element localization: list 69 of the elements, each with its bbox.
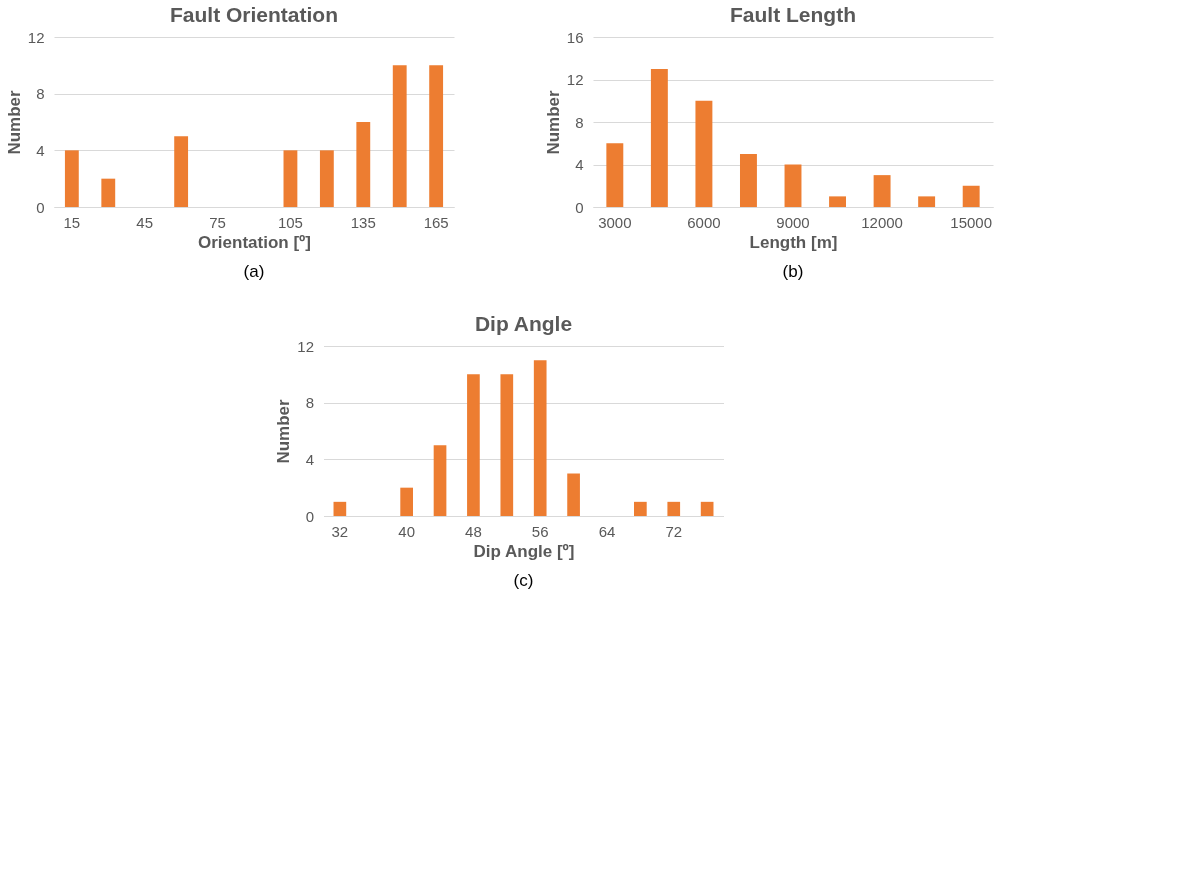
bar [962, 185, 980, 207]
x-tick-label: 135 [350, 213, 376, 231]
bar [101, 178, 116, 207]
chart-title: Fault Orientation [170, 3, 338, 26]
chart-title: Fault Length [730, 3, 856, 26]
bar [784, 164, 802, 207]
y-tick-label: 16 [566, 28, 584, 46]
x-tick-label: 45 [136, 213, 154, 231]
y-axis-title: Number [543, 90, 563, 155]
x-tick-label: 3000 [598, 213, 632, 231]
bar [174, 136, 189, 207]
x-tick-label: 72 [665, 522, 683, 540]
text: (a) [243, 262, 265, 281]
x-tick-label: 165 [423, 213, 449, 231]
y-tick-label: 4 [36, 141, 45, 159]
y-tick-label: 4 [305, 450, 314, 468]
y-tick-label: 0 [36, 198, 45, 216]
bar [567, 473, 580, 516]
bar [918, 196, 936, 207]
x-tick-label: 6000 [687, 213, 721, 231]
y-tick-label: 0 [575, 198, 584, 216]
chart-title: Dip Angle [474, 312, 573, 335]
y-tick-label: 8 [36, 85, 45, 103]
x-tick-label: 75 [209, 213, 226, 231]
x-tick-label: 105 [277, 213, 303, 231]
bar [400, 487, 413, 516]
x-tick-label: 56 [531, 522, 549, 540]
bar [873, 175, 891, 207]
bar [319, 150, 334, 207]
y-tick-label: 12 [297, 337, 314, 355]
bar [333, 501, 347, 516]
x-axis-title: Length [m] [749, 232, 838, 252]
bar [606, 143, 624, 207]
bar [667, 501, 681, 516]
x-axis-title: Orientation [º] [198, 232, 311, 252]
y-tick-label: 8 [305, 394, 314, 412]
bar [433, 445, 447, 516]
bar [283, 150, 298, 207]
bar [695, 100, 713, 207]
y-tick-label: 0 [305, 507, 314, 525]
bar [829, 196, 847, 207]
y-axis-title: Number [4, 90, 24, 155]
x-axis-title: Dip Angle [º] [473, 541, 575, 561]
x-tick-label: 48 [465, 522, 482, 540]
bar [392, 65, 407, 207]
x-tick-label: 40 [398, 522, 415, 540]
bar [650, 68, 668, 207]
bar [739, 153, 757, 207]
x-tick-label: 15 [63, 213, 81, 231]
bar [700, 501, 714, 516]
bar [467, 374, 480, 516]
x-tick-label: 32 [331, 522, 349, 540]
y-axis-title: Number [274, 399, 294, 464]
bar [500, 374, 514, 516]
y-tick-label: 8 [575, 113, 584, 131]
x-tick-label: 9000 [776, 213, 810, 231]
y-tick-label: 12 [566, 71, 584, 88]
bar [634, 501, 647, 516]
x-tick-label: 12000 [861, 213, 903, 231]
bar [356, 122, 371, 207]
text: (c) [513, 571, 534, 590]
y-tick-label: 12 [27, 28, 45, 46]
text: (b) [782, 262, 804, 281]
x-tick-label: 15000 [950, 213, 993, 231]
y-tick-label: 4 [575, 156, 584, 173]
x-tick-label: 64 [598, 522, 616, 540]
bar [429, 65, 444, 207]
bar [533, 360, 547, 516]
bar [64, 150, 79, 207]
